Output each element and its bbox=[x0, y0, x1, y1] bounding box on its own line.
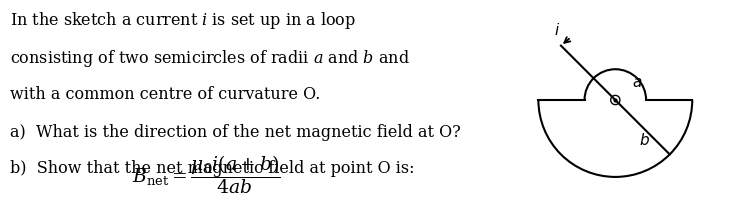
Text: In the sketch a current $i$ is set up in a loop: In the sketch a current $i$ is set up in… bbox=[10, 10, 356, 31]
Text: $B_{\mathrm{net}} = \dfrac{\mu_0 i(a + b)}{4ab}$: $B_{\mathrm{net}} = \dfrac{\mu_0 i(a + b… bbox=[132, 153, 280, 196]
Text: $a$: $a$ bbox=[632, 76, 642, 90]
Text: consisting of two semicircles of radii $a$ and $b$ and: consisting of two semicircles of radii $… bbox=[10, 48, 409, 69]
Text: b)  Show that the net magnetic field at point O is:: b) Show that the net magnetic field at p… bbox=[10, 160, 414, 177]
Text: a)  What is the direction of the net magnetic field at O?: a) What is the direction of the net magn… bbox=[10, 124, 461, 141]
Text: $i$: $i$ bbox=[554, 22, 560, 38]
Text: $b$: $b$ bbox=[639, 132, 650, 148]
Text: with a common centre of curvature O.: with a common centre of curvature O. bbox=[10, 86, 320, 103]
